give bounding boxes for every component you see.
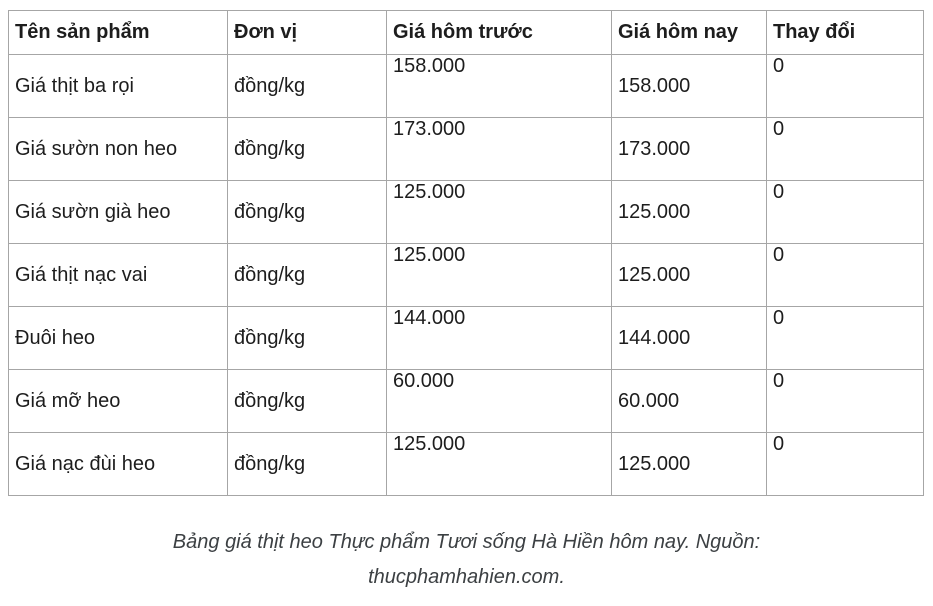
cell-price-today: 158.000 [611, 54, 767, 118]
table-header-row: Tên sản phẩm Đơn vị Giá hôm trước Giá hô… [8, 10, 924, 55]
cell-product: Giá sườn non heo [8, 117, 228, 181]
price-table: Tên sản phẩm Đơn vị Giá hôm trước Giá hô… [8, 10, 924, 496]
cell-product: Giá thịt nạc vai [8, 243, 228, 307]
cell-change: 0 [766, 306, 924, 370]
cell-price-yesterday: 144.000 [386, 306, 612, 370]
cell-unit: đồng/kg [227, 243, 387, 307]
cell-price-yesterday: 125.000 [386, 243, 612, 307]
table-row: Giá sườn non heo đồng/kg 173.000 173.000… [8, 117, 924, 181]
cell-unit: đồng/kg [227, 54, 387, 118]
table-caption-line1: Bảng giá thịt heo Thực phẩm Tươi sống Hà… [172, 531, 761, 553]
cell-product: Giá sườn già heo [8, 180, 228, 244]
column-header-price-today: Giá hôm nay [611, 10, 767, 55]
cell-price-today: 173.000 [611, 117, 767, 181]
cell-product: Giá mỡ heo [8, 369, 228, 433]
cell-price-yesterday: 125.000 [386, 432, 612, 496]
cell-product: Giá nạc đùi heo [8, 432, 228, 496]
cell-price-yesterday: 173.000 [386, 117, 612, 181]
cell-change: 0 [766, 54, 924, 118]
cell-change: 0 [766, 243, 924, 307]
table-row: Giá sườn già heo đồng/kg 125.000 125.000… [8, 180, 924, 244]
table-row: Giá mỡ heo đồng/kg 60.000 60.000 0 [8, 369, 924, 433]
cell-change: 0 [766, 180, 924, 244]
cell-unit: đồng/kg [227, 369, 387, 433]
cell-unit: đồng/kg [227, 306, 387, 370]
column-header-price-yesterday: Giá hôm trước [386, 10, 612, 55]
cell-unit: đồng/kg [227, 180, 387, 244]
cell-price-today: 144.000 [611, 306, 767, 370]
cell-price-yesterday: 60.000 [386, 369, 612, 433]
cell-price-today: 125.000 [611, 180, 767, 244]
cell-change: 0 [766, 432, 924, 496]
table-row: Giá thịt nạc vai đồng/kg 125.000 125.000… [8, 243, 924, 307]
column-header-change: Thay đổi [766, 10, 924, 55]
column-header-unit: Đơn vị [227, 10, 387, 55]
cell-change: 0 [766, 369, 924, 433]
cell-unit: đồng/kg [227, 432, 387, 496]
page: Tên sản phẩm Đơn vị Giá hôm trước Giá hô… [0, 10, 933, 606]
table-row: Đuôi heo đồng/kg 144.000 144.000 0 [8, 306, 924, 370]
cell-price-today: 60.000 [611, 369, 767, 433]
cell-change: 0 [766, 117, 924, 181]
table-caption-line2: thucphamhahien.com. [368, 566, 565, 588]
table-row: Giá nạc đùi heo đồng/kg 125.000 125.000 … [8, 432, 924, 496]
table-caption: Bảng giá thịt heo Thực phẩm Tươi sống Hà… [0, 525, 933, 595]
cell-price-today: 125.000 [611, 243, 767, 307]
cell-product: Đuôi heo [8, 306, 228, 370]
cell-product: Giá thịt ba rọi [8, 54, 228, 118]
column-header-product: Tên sản phẩm [8, 10, 228, 55]
cell-price-yesterday: 158.000 [386, 54, 612, 118]
cell-price-today: 125.000 [611, 432, 767, 496]
cell-price-yesterday: 125.000 [386, 180, 612, 244]
cell-unit: đồng/kg [227, 117, 387, 181]
table-row: Giá thịt ba rọi đồng/kg 158.000 158.000 … [8, 54, 924, 118]
